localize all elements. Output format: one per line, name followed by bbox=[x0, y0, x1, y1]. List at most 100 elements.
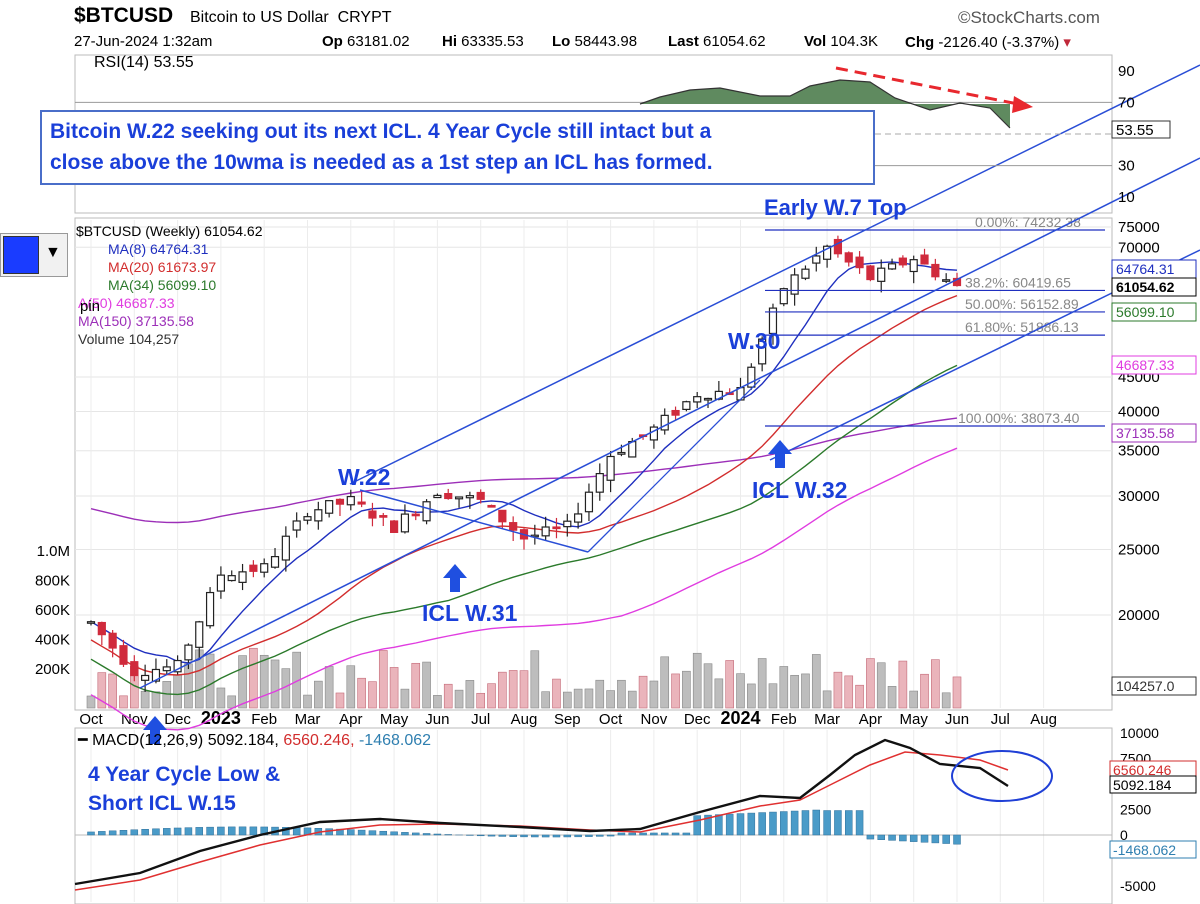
candle-body bbox=[444, 493, 453, 500]
price-value-tag-box bbox=[1111, 277, 1197, 297]
volume-tick-label: 1.0M bbox=[37, 543, 70, 560]
channel-mid-line bbox=[139, 157, 1200, 689]
month-label: Apr bbox=[859, 711, 882, 728]
color-picker-widget[interactable]: ▼ bbox=[0, 233, 68, 277]
price-legend: $BTCUSD (Weekly) 61054.62 bbox=[76, 222, 262, 240]
month-label: Mar bbox=[814, 711, 840, 728]
macd-histogram-bar bbox=[671, 832, 680, 836]
volume-bar bbox=[259, 654, 269, 709]
volume-bar bbox=[790, 674, 799, 709]
macd-histogram-bar bbox=[877, 834, 885, 840]
candle-body bbox=[671, 409, 680, 416]
macd-panel-frame bbox=[74, 727, 1113, 904]
candle-body bbox=[563, 520, 572, 528]
pin-label[interactable]: pin bbox=[80, 298, 101, 315]
macd-histogram-bar bbox=[444, 834, 452, 836]
volume-bar bbox=[324, 666, 334, 709]
volume-bar bbox=[357, 677, 366, 709]
candle-body bbox=[249, 564, 258, 572]
macd-histogram-bar bbox=[152, 828, 160, 836]
volume-bar bbox=[465, 680, 475, 709]
macd-histogram-bar bbox=[390, 831, 398, 836]
candle-body bbox=[703, 397, 713, 401]
volume-bar bbox=[747, 683, 756, 709]
high-stat: Hi 63335.53 bbox=[442, 33, 524, 50]
candle-body bbox=[454, 496, 464, 500]
volume-bar bbox=[627, 690, 637, 709]
macd-value-tag-box bbox=[1109, 775, 1197, 794]
commentary-box: Bitcoin W.22 seeking out its next ICL. 4… bbox=[40, 110, 875, 185]
change-stat: Chg -2126.40 (-3.37%) ▾ bbox=[905, 34, 1071, 51]
volume-bar bbox=[487, 683, 496, 709]
volume-tick-label: 200K bbox=[35, 661, 70, 678]
candle-body bbox=[173, 659, 182, 673]
volume-bar bbox=[714, 678, 724, 709]
candle-body bbox=[162, 666, 171, 672]
macd-histogram-bar bbox=[650, 832, 658, 836]
ma-legend-item: MA(150) 37135.58 bbox=[78, 313, 194, 329]
month-label: Oct bbox=[599, 711, 623, 728]
macd-histogram-bar bbox=[206, 826, 214, 836]
volume-bar bbox=[682, 670, 691, 709]
volume-bar bbox=[844, 675, 854, 709]
macd-histogram-bar bbox=[823, 810, 831, 836]
volume-bar bbox=[941, 692, 951, 709]
candle-body bbox=[205, 591, 215, 627]
ma-legend-item: A(50) 46687.33 bbox=[78, 295, 175, 311]
color-swatch[interactable] bbox=[3, 236, 39, 274]
macd-histogram-bar bbox=[227, 826, 236, 836]
candle-body bbox=[942, 279, 951, 282]
price-tick-label: 35000 bbox=[1118, 443, 1160, 460]
low-stat: Lo 58443.98 bbox=[552, 33, 638, 50]
chevron-down-icon[interactable]: ▼ bbox=[45, 244, 61, 261]
month-label: 2024 bbox=[720, 708, 760, 728]
ma-legend-item: MA(20) 61673.97 bbox=[108, 259, 217, 275]
volume-bar bbox=[736, 673, 745, 709]
month-label: Dec bbox=[164, 711, 191, 728]
price-panel-frame bbox=[74, 217, 1113, 711]
volume-bar bbox=[184, 663, 193, 709]
candle-body bbox=[108, 632, 117, 649]
macd-histogram-bar bbox=[87, 831, 95, 836]
volume-bar bbox=[584, 688, 594, 709]
uptrend-line bbox=[587, 379, 761, 553]
price-value-tag-box bbox=[1111, 423, 1197, 443]
month-label: Mar bbox=[295, 711, 321, 728]
volume-bar bbox=[335, 692, 345, 709]
volume-bar bbox=[866, 658, 875, 709]
month-label: Nov bbox=[641, 711, 668, 728]
candle-body bbox=[682, 401, 691, 410]
macd-histogram-bar bbox=[780, 811, 788, 836]
macd-histogram-bar bbox=[790, 810, 799, 836]
brand-logo[interactable]: ©StockCharts.com bbox=[958, 8, 1100, 27]
ma-legend-item: Volume 104,257 bbox=[78, 331, 180, 347]
macd-histogram-bar bbox=[617, 832, 626, 836]
macd-histogram-bar bbox=[596, 834, 604, 837]
macd-histogram-bar bbox=[920, 834, 929, 843]
month-label: Jul bbox=[991, 711, 1010, 728]
volume-bar bbox=[227, 695, 237, 709]
macd-circle-annotation bbox=[951, 750, 1053, 802]
month-label: Apr bbox=[339, 711, 362, 728]
macd-histogram-bar bbox=[812, 809, 821, 836]
volume-bar bbox=[671, 673, 680, 709]
symbol-name: Bitcoin to US Dollar CRYPT bbox=[190, 9, 392, 26]
macd-histogram-bar bbox=[476, 834, 485, 837]
volume-bar bbox=[476, 692, 486, 709]
candle-body bbox=[465, 495, 474, 499]
volume-bar bbox=[368, 681, 377, 709]
macd-histogram-bar bbox=[693, 815, 701, 836]
down-arrow-icon: ▾ bbox=[1063, 34, 1071, 51]
month-label: Sep bbox=[554, 711, 581, 728]
candle-body bbox=[184, 644, 193, 661]
candle-body bbox=[238, 571, 247, 583]
macd-histogram-bar bbox=[715, 814, 723, 836]
macd-line bbox=[74, 738, 1009, 886]
macd-histogram-bar bbox=[422, 833, 431, 836]
macd-histogram-bar bbox=[758, 812, 766, 836]
ma8-line bbox=[90, 261, 958, 664]
macd-value-tag: 5092.184 bbox=[1113, 777, 1172, 793]
volume-bar bbox=[400, 688, 410, 709]
volume-bar bbox=[617, 679, 626, 709]
volume-bar bbox=[411, 662, 421, 709]
